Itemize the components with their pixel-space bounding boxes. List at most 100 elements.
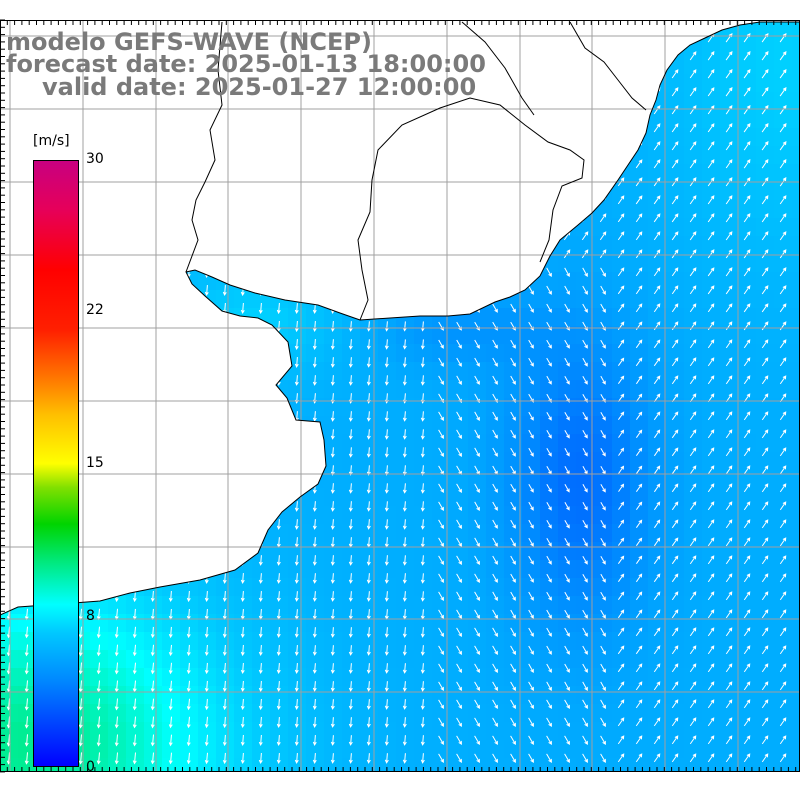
wind-speed-cell xyxy=(684,164,703,183)
wind-arrow xyxy=(132,555,137,566)
wind-arrow xyxy=(474,699,480,709)
legend-tick-8: 8 xyxy=(86,608,95,624)
wind-speed-cell xyxy=(774,704,793,723)
wind-speed-cell xyxy=(90,344,109,363)
wind-arrow xyxy=(564,339,570,349)
wind-speed-cell xyxy=(612,650,631,669)
wind-speed-cell xyxy=(414,506,433,525)
wind-arrow xyxy=(564,520,570,529)
wind-arrow xyxy=(168,411,173,422)
wind-arrow xyxy=(545,69,553,79)
wind-speed-cell xyxy=(702,578,721,597)
wind-arrow xyxy=(330,105,335,116)
wind-arrow xyxy=(276,429,281,440)
wind-arrow xyxy=(564,502,570,511)
wind-arrow xyxy=(528,681,534,692)
wind-speed-cell xyxy=(612,722,631,741)
wind-arrow xyxy=(168,375,173,386)
wind-arrow xyxy=(168,321,173,332)
wind-speed-cell xyxy=(72,110,91,129)
wind-speed-cell xyxy=(756,452,775,471)
wind-arrow xyxy=(114,734,119,747)
wind-speed-cell xyxy=(414,218,433,237)
wind-arrow xyxy=(491,123,499,133)
wind-speed-cell xyxy=(360,254,379,273)
wind-arrow xyxy=(402,555,407,566)
wind-speed-cell xyxy=(270,434,289,453)
wind-speed-cell xyxy=(324,182,343,201)
wind-arrow xyxy=(653,645,661,655)
wind-speed-cell xyxy=(306,452,325,471)
wind-arrow xyxy=(510,663,516,674)
wind-arrow xyxy=(204,447,209,458)
wind-arrow xyxy=(294,429,299,440)
wind-speed-cell xyxy=(450,704,469,723)
wind-speed-cell xyxy=(630,38,649,57)
wind-speed-cell xyxy=(180,308,199,327)
wind-arrow xyxy=(276,302,281,315)
wind-arrow xyxy=(779,195,787,205)
wind-speed-cell xyxy=(396,254,415,273)
wind-speed-cell xyxy=(468,434,487,453)
wind-arrow xyxy=(114,537,119,548)
wind-speed-cell xyxy=(450,308,469,327)
wind-speed-cell xyxy=(630,272,649,291)
wind-arrow xyxy=(438,663,444,673)
wind-speed-cell xyxy=(324,632,343,651)
wind-speed-cell xyxy=(774,290,793,309)
wind-arrow xyxy=(420,429,425,440)
wind-arrow xyxy=(653,465,661,475)
wind-speed-cell xyxy=(792,524,800,543)
wind-speed-cell xyxy=(18,686,37,705)
wind-speed-cell xyxy=(612,380,631,399)
wind-arrow xyxy=(258,698,263,711)
wind-speed-cell xyxy=(774,524,793,543)
wind-arrow xyxy=(689,33,697,43)
wind-arrow xyxy=(546,447,552,457)
wind-speed-cell xyxy=(342,326,361,345)
wind-speed-cell xyxy=(234,596,253,615)
wind-speed-cell xyxy=(486,686,505,705)
wind-speed-cell xyxy=(306,110,325,129)
wind-arrow xyxy=(330,573,335,584)
wind-speed-cell xyxy=(288,254,307,273)
wind-speed-cell xyxy=(774,308,793,327)
wind-speed-cell xyxy=(342,650,361,669)
wind-arrow xyxy=(779,69,787,79)
wind-speed-cell xyxy=(558,470,577,489)
wind-arrow xyxy=(725,285,733,295)
wind-speed-cell xyxy=(702,92,721,111)
wind-speed-cell xyxy=(720,254,739,273)
wind-speed-cell xyxy=(612,524,631,543)
wind-arrow xyxy=(312,321,317,332)
wind-arrow xyxy=(510,717,516,728)
wind-speed-cell xyxy=(648,524,667,543)
wind-arrow xyxy=(276,717,281,728)
wind-speed-cell xyxy=(666,758,685,772)
wind-speed-cell xyxy=(270,470,289,489)
wind-speed-cell xyxy=(378,632,397,651)
wind-arrow xyxy=(474,267,480,278)
wind-speed-cell xyxy=(594,398,613,417)
wind-speed-cell xyxy=(756,146,775,165)
wind-speed-cell xyxy=(684,704,703,723)
wind-speed-cell xyxy=(180,128,199,147)
wind-speed-cell xyxy=(342,146,361,165)
wind-arrow xyxy=(618,465,625,474)
wind-arrow xyxy=(186,429,191,440)
wind-speed-cell xyxy=(234,434,253,453)
wind-arrow xyxy=(312,555,317,566)
wind-speed-cell xyxy=(306,128,325,147)
wind-arrow xyxy=(564,430,570,439)
wind-speed-cell xyxy=(666,200,685,219)
wind-arrow xyxy=(492,645,498,656)
wind-arrow xyxy=(707,555,715,565)
wind-arrow xyxy=(384,645,389,656)
wind-speed-cell xyxy=(630,632,649,651)
wind-arrow xyxy=(420,123,425,134)
wind-arrow xyxy=(474,627,480,638)
wind-speed-cell xyxy=(414,290,433,309)
wind-arrow xyxy=(474,735,480,745)
wind-arrow xyxy=(222,411,227,422)
wind-speed-cell xyxy=(666,128,685,147)
